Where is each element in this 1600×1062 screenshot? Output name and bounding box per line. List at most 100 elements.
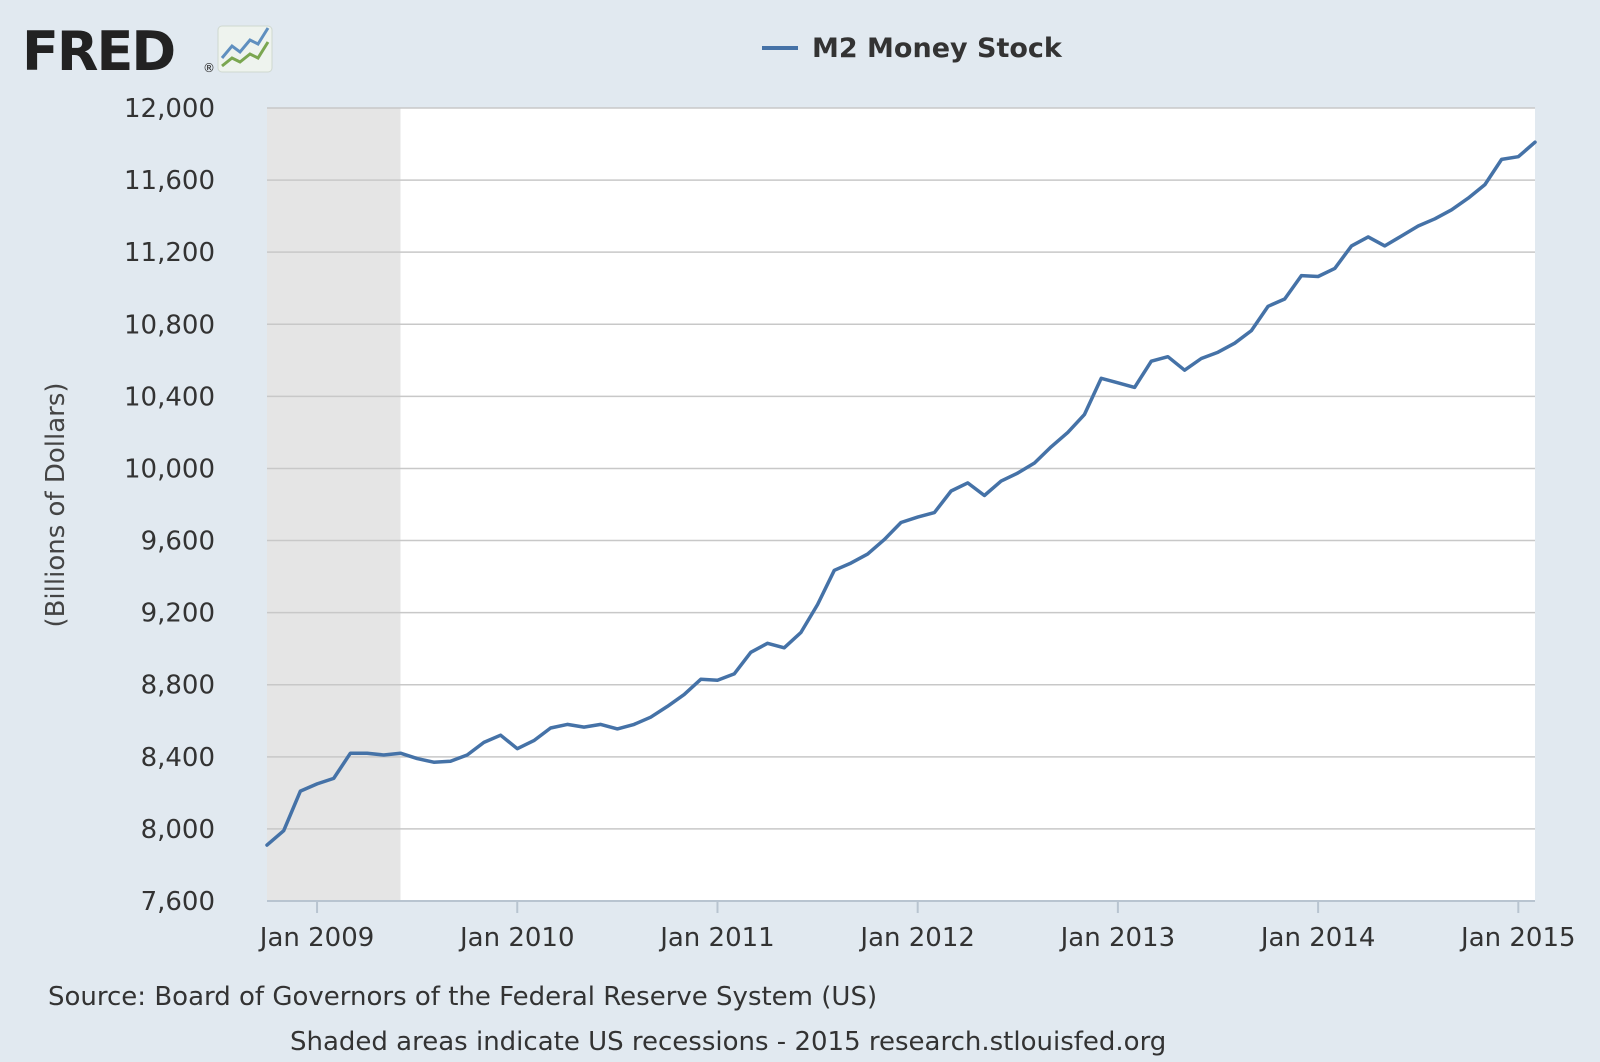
data-point[interactable] (745, 646, 757, 658)
data-point[interactable] (1029, 457, 1041, 469)
data-point[interactable] (595, 718, 607, 730)
legend[interactable]: M2 Money Stock (762, 33, 1063, 64)
data-point[interactable] (1529, 136, 1541, 148)
data-point[interactable] (1462, 192, 1474, 204)
fred-logo[interactable]: FRED ® (22, 20, 273, 83)
data-point[interactable] (1329, 262, 1341, 274)
data-point[interactable] (495, 729, 507, 741)
data-point[interactable] (378, 749, 390, 761)
y-tick-label: 11,200 (124, 238, 215, 268)
data-point[interactable] (328, 772, 340, 784)
data-point[interactable] (628, 718, 640, 730)
y-tick-label: 9,600 (141, 527, 215, 557)
data-point[interactable] (762, 637, 774, 649)
y-tick-label: 10,400 (124, 382, 215, 412)
data-point[interactable] (1512, 151, 1524, 163)
recession-shade (267, 108, 401, 901)
data-point[interactable] (1312, 271, 1324, 283)
data-point[interactable] (261, 839, 273, 851)
data-point[interactable] (828, 564, 840, 576)
data-point[interactable] (795, 627, 807, 639)
data-point[interactable] (712, 674, 724, 686)
data-point[interactable] (1396, 230, 1408, 242)
data-point[interactable] (278, 825, 290, 837)
data-point[interactable] (1245, 325, 1257, 337)
data-point[interactable] (395, 747, 407, 759)
data-point[interactable] (661, 700, 673, 712)
data-point[interactable] (995, 475, 1007, 487)
data-point[interactable] (478, 736, 490, 748)
data-point[interactable] (878, 534, 890, 546)
y-tick-label: 7,600 (141, 887, 215, 917)
data-point[interactable] (1346, 240, 1358, 252)
data-point[interactable] (311, 778, 323, 790)
data-point[interactable] (1295, 270, 1307, 282)
x-tick-label: Jan 2014 (1259, 923, 1376, 953)
data-point[interactable] (1062, 426, 1074, 438)
data-point[interactable] (361, 747, 373, 759)
data-point[interactable] (695, 673, 707, 685)
data-point[interactable] (928, 507, 940, 519)
data-point[interactable] (1212, 346, 1224, 358)
legend-label: M2 Money Stock (812, 33, 1063, 64)
data-point[interactable] (728, 668, 740, 680)
data-point[interactable] (1129, 381, 1141, 393)
x-tick-label: Jan 2015 (1459, 923, 1576, 953)
data-point[interactable] (1479, 179, 1491, 191)
data-point[interactable] (428, 756, 440, 768)
data-point[interactable] (978, 490, 990, 502)
data-point[interactable] (1496, 153, 1508, 165)
data-point[interactable] (1195, 353, 1207, 365)
y-axis-title: (Billions of Dollars) (41, 382, 71, 627)
source-text: Source: Board of Governors of the Federa… (48, 982, 877, 1012)
data-point[interactable] (411, 753, 423, 765)
data-point[interactable] (528, 735, 540, 747)
data-point[interactable] (1429, 213, 1441, 225)
data-point[interactable] (511, 743, 523, 755)
y-tick-label: 12,000 (124, 94, 215, 124)
data-point[interactable] (294, 785, 306, 797)
data-point[interactable] (812, 599, 824, 611)
data-point[interactable] (1012, 467, 1024, 479)
data-point[interactable] (778, 642, 790, 654)
data-point[interactable] (445, 755, 457, 767)
y-axis: 7,600 8,000 8,400 8,800 9,200 9,600 10,000 10,4… (124, 94, 215, 917)
x-tick-label: Jan 2010 (458, 923, 575, 953)
data-point[interactable] (611, 723, 623, 735)
data-point[interactable] (1145, 355, 1157, 367)
data-point[interactable] (1112, 377, 1124, 389)
x-tick-label: Jan 2011 (658, 923, 775, 953)
data-point[interactable] (862, 548, 874, 560)
fred-logo-text: FRED (22, 20, 174, 83)
footer-text[interactable]: Shaded areas indicate US recessions - 20… (290, 1027, 1166, 1057)
data-point[interactable] (895, 517, 907, 529)
data-point[interactable] (845, 557, 857, 569)
data-point[interactable] (678, 689, 690, 701)
series-line-m2-money-stock[interactable] (265, 140, 1537, 847)
data-point[interactable] (561, 718, 573, 730)
data-point[interactable] (1045, 441, 1057, 453)
data-point[interactable] (1412, 220, 1424, 232)
y-tick-label: 8,800 (141, 671, 215, 701)
data-point[interactable] (912, 511, 924, 523)
data-point[interactable] (1229, 337, 1241, 349)
data-point[interactable] (1362, 231, 1374, 243)
data-point[interactable] (962, 477, 974, 489)
data-point[interactable] (945, 485, 957, 497)
data-point[interactable] (461, 749, 473, 761)
data-point[interactable] (1279, 293, 1291, 305)
data-point[interactable] (1262, 300, 1274, 312)
data-point[interactable] (645, 711, 657, 723)
data-point[interactable] (1095, 372, 1107, 384)
data-point[interactable] (1079, 408, 1091, 420)
data-point[interactable] (1379, 240, 1391, 252)
data-point[interactable] (1446, 204, 1458, 216)
data-point[interactable] (578, 721, 590, 733)
data-point[interactable] (545, 722, 557, 734)
data-point[interactable] (344, 747, 356, 759)
data-point[interactable] (1179, 364, 1191, 376)
y-tick-label: 11,600 (124, 166, 215, 196)
data-point[interactable] (1162, 351, 1174, 363)
